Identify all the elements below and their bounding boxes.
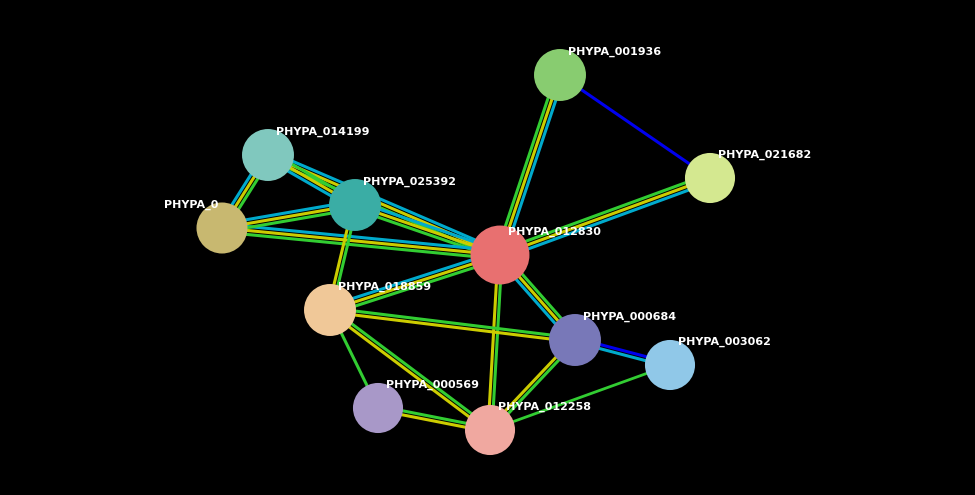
Point (492, 251, 508, 259)
Text: PHYPA_000569: PHYPA_000569 (386, 380, 479, 390)
Text: PHYPA_012830: PHYPA_012830 (508, 227, 601, 237)
Point (370, 404, 386, 412)
Text: PHYPA_025392: PHYPA_025392 (363, 177, 456, 187)
Text: PHYPA_001936: PHYPA_001936 (568, 47, 661, 57)
Text: PHYPA_012258: PHYPA_012258 (498, 402, 591, 412)
Point (322, 306, 337, 314)
Point (347, 201, 363, 209)
Text: PHYPA_018859: PHYPA_018859 (338, 282, 431, 292)
Text: PHYPA_0: PHYPA_0 (164, 200, 218, 210)
Point (662, 361, 678, 369)
Point (483, 426, 498, 434)
Point (260, 151, 276, 159)
Point (552, 71, 567, 79)
Text: PHYPA_003062: PHYPA_003062 (678, 337, 771, 347)
Point (214, 224, 230, 232)
Text: PHYPA_014199: PHYPA_014199 (276, 127, 370, 137)
Text: PHYPA_021682: PHYPA_021682 (718, 149, 811, 160)
Text: PHYPA_000684: PHYPA_000684 (583, 312, 676, 322)
Point (567, 336, 583, 344)
Point (702, 174, 718, 182)
